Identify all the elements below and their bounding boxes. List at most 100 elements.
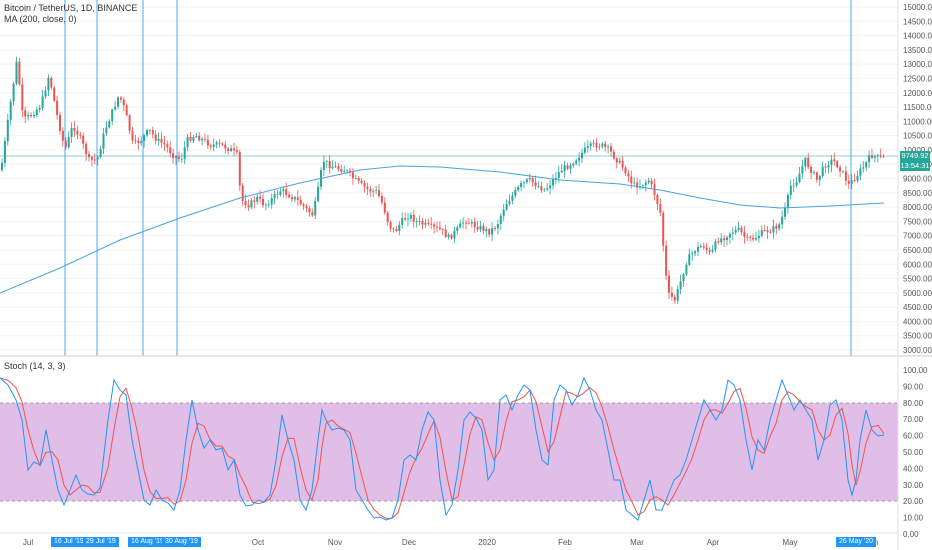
stoch-axis[interactable]: 100.00 90.00 80.00 70.00 60.00 50.00 40.00 30.0… (903, 366, 928, 539)
candle-body (804, 157, 807, 167)
candle-body (740, 227, 743, 233)
price-tick-label: 12000.00 (903, 89, 932, 98)
symbol-legend[interactable]: Bitcoin / TetherUS, 1D, BINANCE (4, 3, 138, 13)
candle-body (592, 142, 595, 144)
candle-body (163, 142, 166, 145)
candle-body (157, 138, 160, 141)
candle-body (818, 175, 821, 180)
candle-body (650, 180, 653, 185)
candle-body (67, 136, 70, 148)
candle-body (647, 180, 650, 183)
price-tick-label: 15000.00 (903, 3, 932, 12)
price-tick-label: 6500.00 (903, 246, 932, 255)
candle-body (366, 186, 369, 189)
candle-body (73, 127, 76, 131)
candle-body (267, 204, 270, 206)
candle-body (488, 229, 491, 235)
candle-body (363, 183, 366, 187)
candle-body (447, 234, 450, 237)
price-tick-label: 8000.00 (903, 203, 932, 212)
stoch-tick-label: 60.00 (903, 432, 924, 441)
candle-body (209, 145, 212, 147)
candle-body (250, 200, 253, 208)
candle-body (328, 161, 331, 169)
stoch-tick-label: 50.00 (903, 448, 924, 457)
candle-body (528, 178, 531, 180)
candle-body (291, 197, 293, 200)
candle-body (262, 198, 264, 205)
date-tag-1: 16 Jul '19 (51, 537, 87, 547)
candle-body (354, 177, 357, 179)
date-tag-2: 29 Jul '19 (83, 537, 119, 547)
candle-body (827, 165, 830, 168)
candle-body (378, 190, 380, 197)
candle-body (755, 238, 757, 240)
candle-body (108, 121, 111, 128)
ma-legend[interactable]: MA (200, close, 0) (4, 14, 77, 24)
candle-body (259, 196, 262, 199)
candle-body (589, 143, 592, 147)
candle-body (415, 221, 418, 223)
time-tick-label: Apr (707, 538, 720, 547)
candle-body (491, 228, 494, 235)
candle-body (369, 188, 372, 192)
candle-body (61, 130, 64, 141)
countdown-label: 13:54:31 (900, 161, 930, 171)
candle-body (192, 137, 195, 141)
candle-body (50, 77, 53, 88)
candle-body (566, 165, 569, 169)
candle-body (140, 141, 143, 144)
candle-body (337, 166, 340, 170)
candle-body (151, 129, 154, 135)
candle-body (395, 228, 398, 232)
candle-body (731, 232, 734, 234)
candle-body (322, 161, 325, 171)
candle-body (270, 198, 273, 205)
candle-body (357, 177, 360, 181)
candle-body (543, 189, 546, 191)
candle-body (598, 146, 601, 148)
candle-body (549, 185, 552, 189)
candle-body (175, 156, 177, 159)
candle-body (873, 156, 876, 158)
candle-body (560, 170, 563, 173)
candle-body (630, 176, 633, 184)
candle-body (122, 99, 125, 106)
candle-body (137, 140, 140, 144)
stoch-tick-label: 10.00 (903, 514, 924, 523)
candle-body (233, 148, 235, 151)
candle-body (293, 197, 296, 200)
candle-body (682, 274, 685, 282)
candle-body (119, 97, 122, 100)
candle-body (795, 182, 798, 186)
candle-body (470, 222, 473, 224)
candle-body (88, 154, 90, 158)
price-axis[interactable]: 15000.00 14500.00 14000.00 13500.00 13000.00… (903, 3, 932, 355)
candle-body (807, 157, 810, 167)
candle-body (821, 166, 824, 176)
candle-body (279, 191, 282, 195)
candle-body (218, 142, 221, 144)
candle-body (436, 226, 438, 228)
price-tick-label: 5500.00 (903, 275, 932, 284)
candle-body (862, 167, 865, 169)
price-tick-label: 13000.00 (903, 60, 932, 69)
time-tick-label: 2020 (478, 538, 496, 547)
candle-body (656, 195, 659, 205)
candle-body (618, 160, 621, 163)
candle-body (659, 204, 662, 213)
candle-body (412, 215, 415, 222)
candle-body (331, 166, 334, 169)
stoch-legend[interactable]: Stoch (14, 3, 3) (4, 361, 66, 371)
candle-body (21, 84, 24, 111)
candle-body (160, 138, 163, 143)
candle-body (830, 159, 833, 166)
candle-body (833, 159, 836, 162)
candle-body (743, 232, 746, 237)
candle-body (479, 225, 482, 230)
candle-body (578, 157, 581, 161)
price-tick-label: 10500.00 (903, 132, 932, 141)
candle-body (482, 225, 485, 231)
